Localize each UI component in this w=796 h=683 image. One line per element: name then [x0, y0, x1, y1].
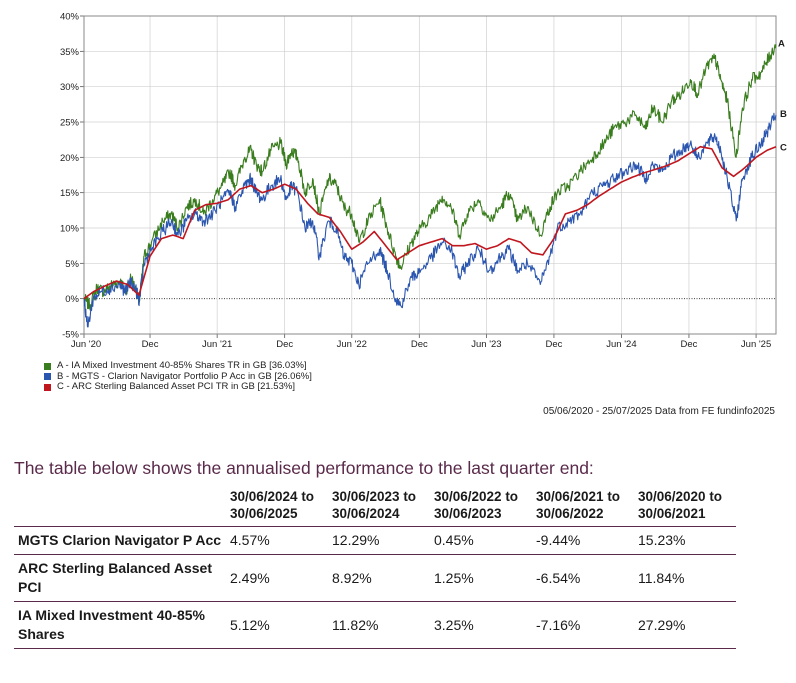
table-header-row: 30/06/2024 to 30/06/2025 30/06/2023 to 30/… [14, 486, 736, 527]
table-cell: -9.44% [532, 526, 634, 555]
x-tick-label: Dec [411, 339, 428, 350]
x-tick-label: Dec [680, 339, 697, 350]
x-tick-label: Jun '23 [471, 339, 501, 350]
series-end-label-a: A [778, 38, 785, 49]
header-fund-column [14, 486, 226, 527]
header-period-4: 30/06/2021 to 30/06/2022 [532, 486, 634, 527]
series-line-a [83, 44, 777, 311]
y-tick-label: 15% [60, 188, 80, 199]
legend-swatch-c [44, 383, 51, 391]
legend-item-b: B - MGTS - Clarion Navigator Portfolio P… [44, 370, 312, 383]
table-cell: 15.23% [634, 526, 736, 555]
table-cell: -7.16% [532, 601, 634, 649]
legend-item-c: C - ARC Sterling Balanced Asset PCI TR i… [44, 381, 312, 393]
fund-name: ARC Sterling Balanced Asset PCI [14, 554, 226, 602]
performance-table: 30/06/2024 to 30/06/2025 30/06/2023 to 30/… [14, 486, 736, 649]
chart-gridlines [80, 15, 776, 338]
legend-item-a: A - IA Mixed Investment 40-85% Shares TR… [44, 360, 312, 372]
x-tick-label: Dec [276, 339, 293, 350]
plot-area [83, 15, 777, 335]
table-row: IA Mixed Investment 40-85% Shares 5.12% … [14, 601, 736, 649]
chart-legend: A - IA Mixed Investment 40-85% Shares TR… [44, 360, 312, 393]
legend-swatch-a [44, 362, 51, 370]
legend-label-a: A - IA Mixed Investment 40-85% Shares TR… [57, 360, 307, 371]
legend-swatch-b [44, 373, 51, 381]
table-cell: -6.54% [532, 554, 634, 602]
y-tick-label: 40% [60, 12, 80, 23]
table-row: MGTS Clarion Navigator P Acc 4.57% 12.29… [14, 526, 736, 555]
x-tick-label: Jun '21 [202, 339, 232, 350]
table-cell: 3.25% [430, 601, 532, 649]
x-tick-label: Jun '25 [741, 339, 771, 350]
legend-label-c: C - ARC Sterling Balanced Asset PCI TR i… [57, 381, 295, 392]
x-tick-label: Jun '22 [337, 339, 367, 350]
table-cell: 11.82% [328, 601, 430, 649]
y-tick-label: 35% [60, 47, 80, 58]
table-cell: 11.84% [634, 554, 736, 602]
fund-name: IA Mixed Investment 40-85% Shares [14, 601, 226, 649]
table-cell: 1.25% [430, 554, 532, 602]
fund-name: MGTS Clarion Navigator P Acc [14, 526, 226, 555]
y-tick-label: 10% [60, 224, 80, 235]
chart-tick-labels: 40% 35% 30% 25% 20% 15% 10% 5% 0% -5%Jun '20 Dec Ju… [60, 12, 787, 351]
series-end-label-b: B [780, 109, 787, 120]
table-cell: 0.45% [430, 526, 532, 555]
x-tick-label: Jun '24 [606, 339, 636, 350]
table-cell: 8.92% [328, 554, 430, 602]
y-tick-label: 30% [60, 82, 80, 93]
legend-label-b: B - MGTS - Clarion Navigator Portfolio P… [57, 370, 312, 382]
y-tick-label: -5% [62, 330, 79, 341]
series-end-label-c: C [780, 143, 787, 154]
series-line-b [83, 112, 777, 328]
x-tick-label: Dec [545, 339, 562, 350]
series-line-c [83, 145, 777, 300]
source-note: 05/06/2020 - 25/07/2025 Data from FE fun… [543, 406, 775, 417]
table-cell: 2.49% [226, 554, 328, 602]
x-tick-label: Jun '20 [71, 339, 101, 350]
table-cell: 5.12% [226, 601, 328, 649]
header-period-5: 30/06/2020 to 30/06/2021 [634, 486, 736, 527]
y-tick-label: 5% [65, 259, 79, 270]
table-intro-text: The table below shows the annualised per… [14, 458, 594, 478]
header-period-1: 30/06/2024 to 30/06/2025 [226, 486, 328, 527]
table-row: ARC Sterling Balanced Asset PCI 2.49% 8.… [14, 554, 736, 602]
header-period-3: 30/06/2022 to 30/06/2023 [430, 486, 532, 527]
performance-chart: 40% 35% 30% 25% 20% 15% 10% 5% 0% -5%Jun '20 Dec Ju… [60, 12, 787, 351]
chart-series [83, 44, 777, 328]
table-cell: 4.57% [226, 526, 328, 555]
header-period-2: 30/06/2023 to 30/06/2024 [328, 486, 430, 527]
y-tick-label: 20% [60, 153, 80, 164]
table-cell: 12.29% [328, 526, 430, 555]
x-tick-label: Dec [142, 339, 159, 350]
y-tick-label: 0% [65, 294, 79, 305]
table-cell: 27.29% [634, 601, 736, 649]
y-tick-label: 25% [60, 118, 80, 129]
